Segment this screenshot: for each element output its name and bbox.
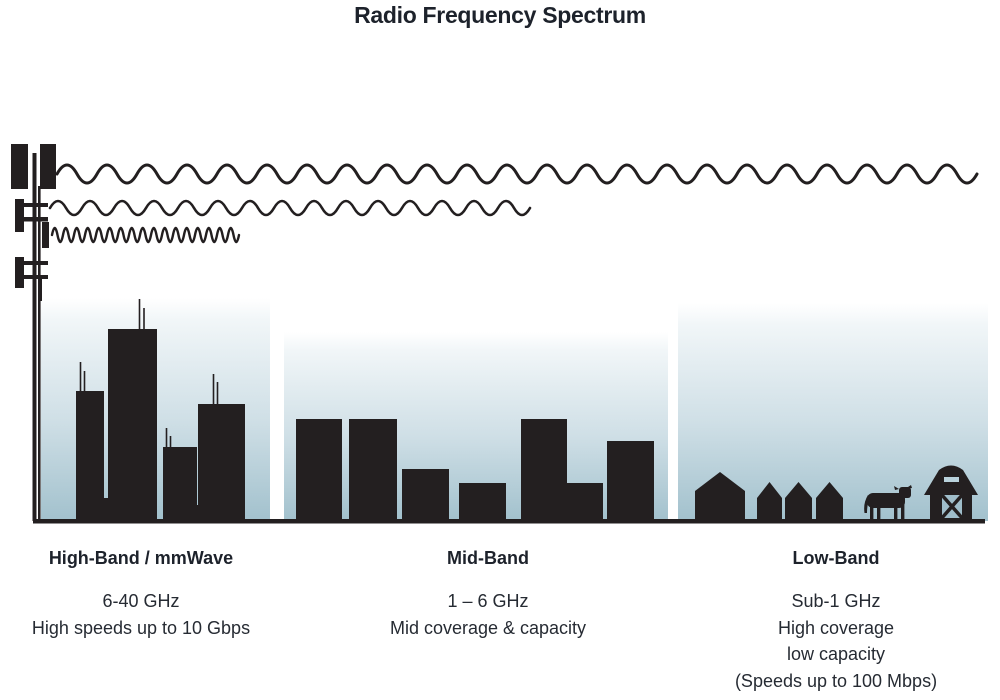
barn-door-crossbuck — [938, 491, 966, 522]
cow-tail — [864, 495, 870, 513]
barn-loft-vent — [944, 477, 959, 482]
mid-band-label-group: Mid-Band 1 – 6 GHz Mid coverage & capaci… — [358, 548, 618, 641]
high-band-description: High speeds up to 10 Gbps — [31, 617, 251, 638]
cell-tower-icon — [11, 144, 56, 521]
skyscrapers-icon — [76, 299, 245, 521]
mid-band-name: Mid-Band — [447, 548, 529, 568]
mid-band-frequency: 1 – 6 GHz — [447, 591, 529, 611]
page-title: Radio Frequency Spectrum — [354, 2, 646, 28]
radio-waves — [48, 163, 979, 244]
houses-icon — [695, 472, 843, 521]
low-band-name: Low-Band — [792, 548, 880, 568]
low-band-label-group: Low-Band Sub-1 GHz High coverage low cap… — [706, 548, 966, 694]
barn-icon — [924, 465, 978, 522]
high-band-label-group: High-Band / mmWave 6-40 GHz High speeds … — [11, 548, 271, 641]
cow-icon — [864, 485, 912, 521]
low-band-frequency: Sub-1 GHz — [791, 591, 881, 611]
midrise-buildings-icon — [296, 419, 654, 521]
rooftop-antennas — [79, 299, 219, 448]
low-band-speed: (Speeds up to 100 Mbps) — [734, 670, 938, 691]
mid-band-description: Mid coverage & capacity — [389, 617, 587, 638]
mid-band-wave-medium-wavelength — [48, 199, 532, 217]
low-band-capacity: low capacity — [786, 644, 886, 664]
low-band-wave-long-wavelength — [55, 163, 979, 185]
ground-line — [33, 519, 985, 524]
high-band-name: High-Band / mmWave — [48, 548, 234, 568]
low-band-coverage: High coverage — [777, 617, 895, 638]
high-band-frequency: 6-40 GHz — [102, 591, 180, 611]
high-band-wave-short-wavelength — [50, 226, 241, 244]
